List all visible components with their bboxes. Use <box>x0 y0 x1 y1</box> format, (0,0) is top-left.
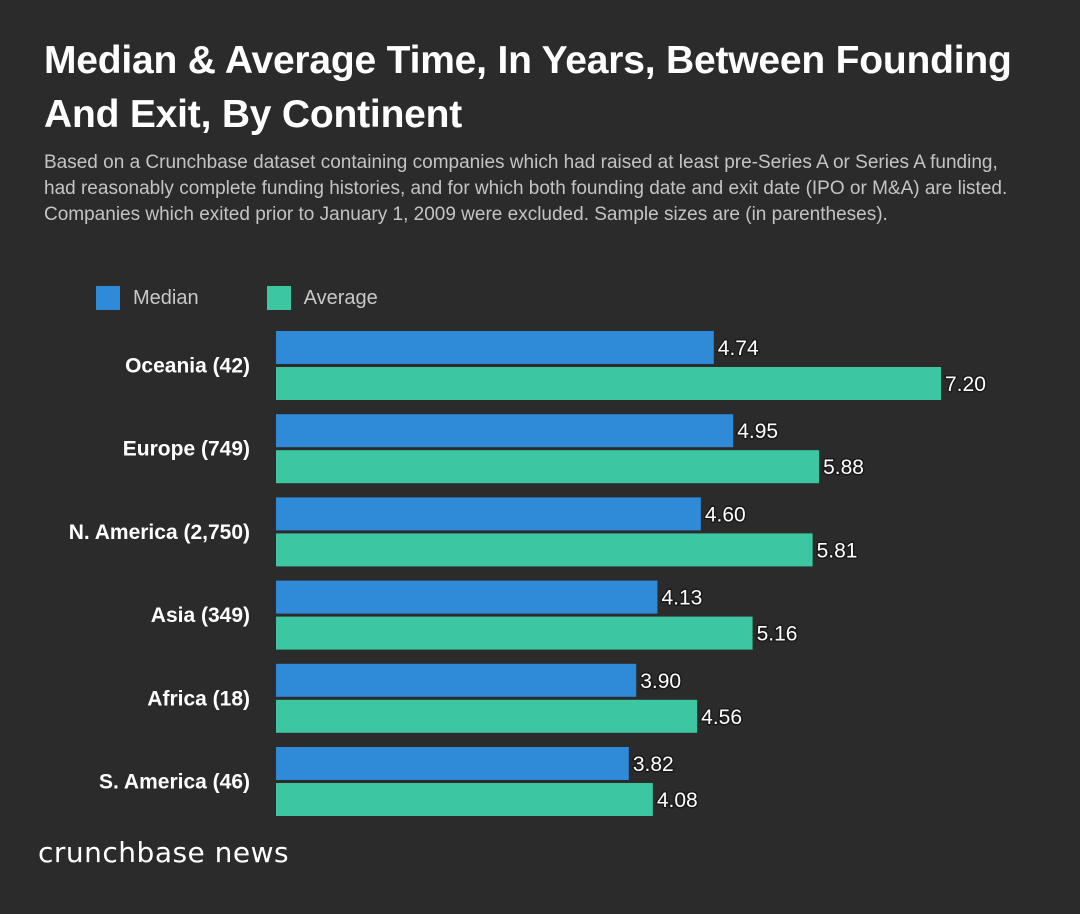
value-label-median-africa-18: 3.90 <box>640 670 681 693</box>
bar-median-oceania-42 <box>276 331 714 364</box>
bar-median-asia-349 <box>276 580 658 614</box>
category-label-asia-349: Asia (349) <box>151 604 250 627</box>
category-label-oceania-42: Oceania (42) <box>125 355 250 378</box>
category-label-europe-749: Europe (749) <box>123 438 250 461</box>
legend: Median Average <box>96 284 446 312</box>
legend-item-median: Median <box>96 286 199 310</box>
bar-average-s-america-46 <box>276 783 653 816</box>
legend-label-average: Average <box>303 286 378 309</box>
value-label-median-asia-349: 4.13 <box>661 587 702 610</box>
value-label-average-s-america-46: 4.08 <box>657 789 698 812</box>
bar-average-africa-18 <box>276 699 698 733</box>
category-label-africa-18: Africa (18) <box>147 687 250 710</box>
legend-swatch-average <box>266 286 291 310</box>
value-label-average-n-america-2-750: 5.81 <box>817 539 858 562</box>
chart-title: Median & Average Time, In Years, Between… <box>44 39 1012 136</box>
legend-item-average: Average <box>266 286 378 310</box>
bar-median-europe-749 <box>276 414 734 448</box>
bar-median-n-america-2-750 <box>276 497 701 531</box>
value-label-average-europe-749: 5.88 <box>823 456 864 479</box>
bar-average-asia-349 <box>276 616 753 650</box>
crunchbase-news-logo: crunchbase news <box>38 836 290 869</box>
chart-subtitle: Based on a Crunchbase dataset containing… <box>44 152 1008 225</box>
bar-average-n-america-2-750 <box>276 533 813 567</box>
legend-label-median: Median <box>133 286 199 309</box>
value-label-median-n-america-2-750: 4.60 <box>705 503 746 526</box>
value-label-average-oceania-42: 7.20 <box>945 373 986 396</box>
category-label-s-america-46: S. America (46) <box>99 771 250 794</box>
bar-average-oceania-42 <box>276 367 941 400</box>
value-label-average-asia-349: 5.16 <box>757 623 798 646</box>
value-label-median-s-america-46: 3.82 <box>633 753 674 776</box>
bar-median-s-america-46 <box>276 747 629 780</box>
value-label-median-europe-749: 4.95 <box>737 420 778 443</box>
category-label-n-america-2-750: N. America (2,750) <box>69 521 250 544</box>
value-label-average-africa-18: 4.56 <box>701 706 742 729</box>
bar-median-africa-18 <box>276 663 637 697</box>
legend-swatch-median <box>96 286 120 310</box>
bar-average-europe-749 <box>276 450 820 484</box>
value-label-median-oceania-42: 4.74 <box>718 337 759 360</box>
